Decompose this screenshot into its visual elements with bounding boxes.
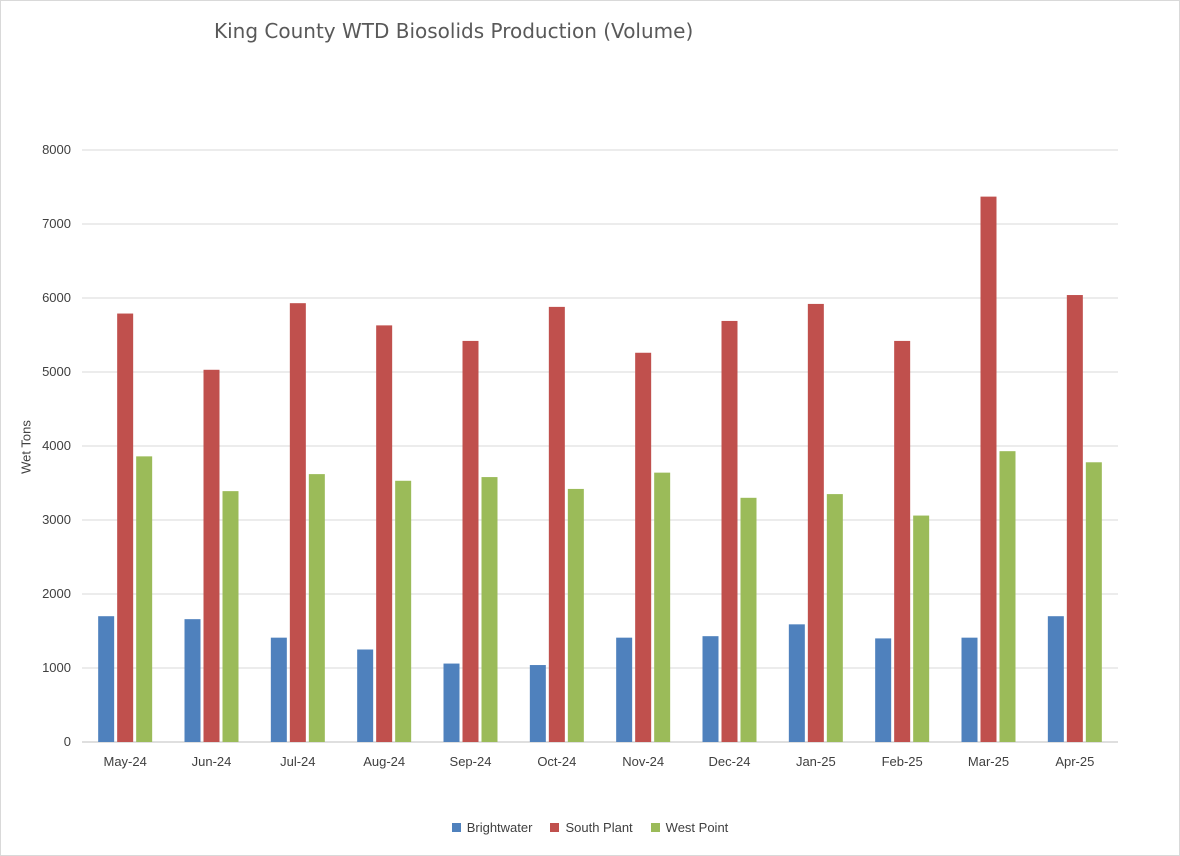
bar-west-point: [999, 451, 1016, 742]
x-tick-label: Feb-25: [882, 754, 923, 769]
bar-west-point: [308, 474, 325, 742]
bar-west-point: [654, 472, 671, 742]
bar-west-point: [395, 480, 412, 742]
bar-brightwater: [357, 649, 374, 742]
bar-west-point: [740, 497, 757, 742]
legend-item: West Point: [650, 820, 729, 835]
bar-west-point: [1085, 462, 1102, 742]
y-tick-label: 3000: [42, 512, 71, 527]
bar-south-plant: [894, 340, 911, 742]
bar-south-plant: [376, 325, 393, 742]
x-tick-label: Oct-24: [537, 754, 576, 769]
bar-south-plant: [203, 369, 220, 742]
legend-swatch: [550, 823, 560, 832]
bar-brightwater: [270, 637, 287, 742]
bar-west-point: [136, 456, 153, 742]
x-tick-label: Jan-25: [796, 754, 836, 769]
chart-title: King County WTD Biosolids Production (Vo…: [214, 19, 694, 43]
y-tick-label: 0: [64, 734, 71, 749]
x-tick-label: Jun-24: [192, 754, 232, 769]
x-tick-label: Sep-24: [450, 754, 492, 769]
x-tick-label: May-24: [103, 754, 146, 769]
y-tick-label: 6000: [42, 290, 71, 305]
bar-south-plant: [548, 306, 565, 742]
bar-west-point: [567, 488, 584, 742]
y-tick-label: 4000: [42, 438, 71, 453]
legend-item: South Plant: [550, 820, 633, 835]
y-tick-label: 2000: [42, 586, 71, 601]
y-tick-label: 7000: [42, 216, 71, 231]
bar-brightwater: [875, 638, 892, 742]
x-tick-label: Nov-24: [622, 754, 664, 769]
bar-south-plant: [1066, 295, 1083, 742]
y-tick-label: 1000: [42, 660, 71, 675]
bar-brightwater: [702, 636, 719, 742]
legend-item: Brightwater: [451, 820, 533, 835]
bar-west-point: [826, 494, 843, 742]
bar-south-plant: [117, 313, 134, 742]
bar-brightwater: [98, 616, 115, 742]
x-tick-label: Aug-24: [363, 754, 405, 769]
x-tick-label: Apr-25: [1055, 754, 1094, 769]
bar-brightwater: [184, 619, 201, 742]
bar-south-plant: [807, 303, 824, 742]
bar-west-point: [481, 477, 498, 742]
x-tick-label: Mar-25: [968, 754, 1009, 769]
x-tick-label: Dec-24: [709, 754, 751, 769]
y-tick-label: 8000: [42, 142, 71, 157]
bar-west-point: [913, 515, 930, 742]
bar-south-plant: [635, 352, 652, 742]
legend-label: South Plant: [565, 820, 633, 835]
bar-brightwater: [1047, 616, 1064, 742]
bar-south-plant: [721, 320, 738, 742]
legend: Brightwater South Plant West Point: [0, 820, 1180, 835]
bar-south-plant: [462, 340, 479, 742]
legend-label: West Point: [665, 820, 729, 835]
legend-swatch: [451, 823, 461, 832]
bar-brightwater: [529, 665, 546, 742]
x-tick-label: Jul-24: [280, 754, 315, 769]
legend-swatch: [650, 823, 660, 832]
bar-brightwater: [961, 637, 978, 742]
bar-brightwater: [616, 637, 633, 742]
y-tick-label: 5000: [42, 364, 71, 379]
bar-south-plant: [980, 196, 997, 742]
bar-south-plant: [289, 303, 306, 742]
bar-brightwater: [443, 663, 460, 742]
legend-label: Brightwater: [466, 820, 533, 835]
bar-brightwater: [788, 624, 805, 742]
bar-west-point: [222, 491, 239, 742]
